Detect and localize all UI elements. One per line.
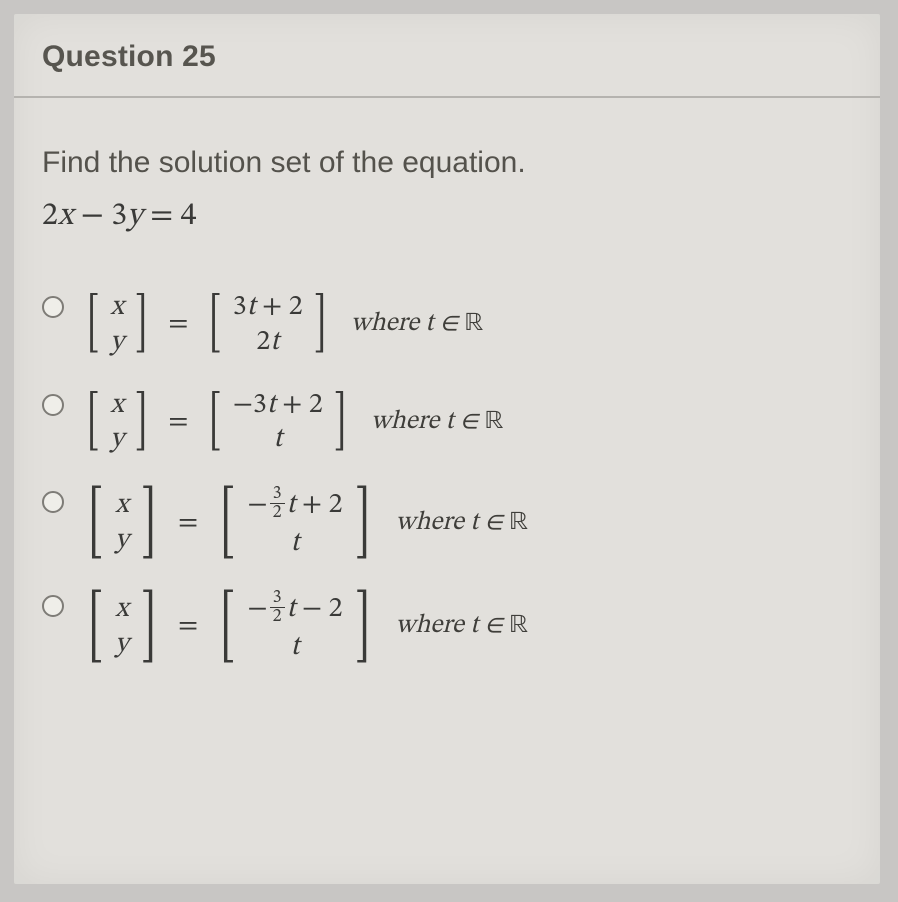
option-2[interactable]: [ x y ] = [ −3t + 2 t ]	[42, 388, 852, 458]
vec-y: y	[111, 523, 133, 558]
vec-y: y	[111, 627, 133, 662]
opt1-row2: 2t	[252, 325, 283, 360]
option-3[interactable]: [ x y ] = [ −32t + 2 t ]	[42, 485, 852, 561]
question-header: Question 25	[14, 14, 880, 98]
vec-y: y	[106, 422, 128, 457]
where-clause: where t ∈ ℝ	[351, 308, 483, 341]
vec-x: x	[111, 488, 132, 523]
question-title: Question 25	[42, 40, 852, 74]
opt2-row1: −3t + 2	[229, 388, 327, 423]
equals-sign: =	[166, 405, 190, 440]
radio-icon[interactable]	[42, 491, 64, 513]
question-equation: 2x − 3y = 4	[42, 196, 852, 236]
equals-sign: =	[176, 506, 200, 541]
where-clause: where t ∈ ℝ	[371, 406, 503, 439]
opt3-row1: −32t + 2	[243, 485, 346, 526]
radio-icon[interactable]	[42, 595, 64, 617]
vec-y: y	[106, 325, 128, 360]
option-4-content: [ x y ] = [ −32t − 2 t ]	[82, 589, 528, 665]
options-list: [ x y ] = [ 3t + 2 2t ]	[42, 290, 852, 665]
opt2-row2: t	[269, 422, 286, 457]
opt4-row1: −32t − 2	[243, 589, 346, 630]
opt1-row1: 3t + 2	[229, 290, 307, 325]
vec-x: x	[111, 592, 132, 627]
question-body: Find the solution set of the equation. 2…	[14, 98, 880, 685]
radio-icon[interactable]	[42, 296, 64, 318]
equals-sign: =	[176, 609, 200, 644]
equals-sign: =	[166, 307, 190, 342]
option-3-content: [ x y ] = [ −32t + 2 t ]	[82, 485, 528, 561]
radio-icon[interactable]	[42, 394, 64, 416]
question-prompt: Find the solution set of the equation.	[42, 146, 852, 180]
option-1[interactable]: [ x y ] = [ 3t + 2 2t ]	[42, 290, 852, 360]
vec-x: x	[106, 290, 127, 325]
question-card: Question 25 Find the solution set of the…	[14, 14, 880, 884]
vec-x: x	[106, 388, 127, 423]
where-clause: where t ∈ ℝ	[396, 610, 528, 643]
option-1-content: [ x y ] = [ 3t + 2 2t ]	[82, 290, 483, 360]
opt4-row2: t	[287, 630, 304, 665]
option-4[interactable]: [ x y ] = [ −32t − 2 t ]	[42, 589, 852, 665]
option-2-content: [ x y ] = [ −3t + 2 t ]	[82, 388, 504, 458]
where-clause: where t ∈ ℝ	[396, 507, 528, 540]
opt3-row2: t	[287, 526, 304, 561]
